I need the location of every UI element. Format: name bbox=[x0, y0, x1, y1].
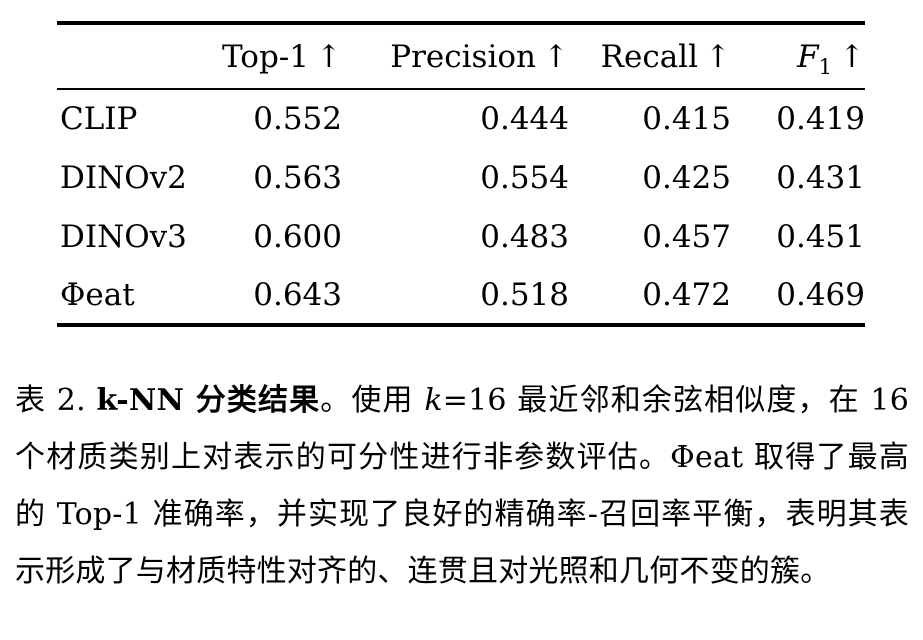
model-name: Φeat bbox=[60, 276, 135, 313]
model-name: CLIP bbox=[60, 101, 138, 137]
table-row: Φeat 0.643 0.518 0.472 0.469 bbox=[57, 266, 865, 325]
column-header-label: Precision bbox=[390, 38, 537, 75]
caption-segment: 。使用 bbox=[320, 383, 425, 418]
table-header-row: Top-1 ↑ Precision ↑ Recall ↑ F1 ↑ bbox=[57, 23, 865, 90]
table-row: DINOv2 0.563 0.554 0.425 0.431 bbox=[57, 148, 865, 207]
metric-value: 0.469 bbox=[776, 276, 865, 313]
metric-value: 0.444 bbox=[480, 101, 569, 137]
metric-value: 0.419 bbox=[776, 101, 865, 137]
metric-value: 0.451 bbox=[776, 218, 865, 255]
table-caption: 表 2. k-NN 分类结果。使用 k=16 最近邻和余弦相似度，在 16 个材… bbox=[15, 372, 909, 600]
metric-value: 0.518 bbox=[480, 276, 569, 313]
metric-value: 0.415 bbox=[642, 101, 731, 137]
up-arrow-icon: ↑ bbox=[839, 38, 865, 75]
metric-value: 0.431 bbox=[776, 159, 865, 196]
caption-segment: k-NN 分类结果 bbox=[96, 383, 321, 418]
results-table-container: Top-1 ↑ Precision ↑ Recall ↑ F1 ↑ CLIP 0.552… bbox=[57, 21, 865, 327]
column-header-f1: F1 ↑ bbox=[731, 23, 865, 90]
column-header-recall: Recall ↑ bbox=[569, 23, 731, 90]
column-header-label: Recall bbox=[600, 38, 699, 75]
table-row: CLIP 0.552 0.444 0.415 0.419 bbox=[57, 89, 865, 148]
metric-value: 0.563 bbox=[253, 159, 342, 196]
column-header-label: F bbox=[797, 38, 819, 75]
results-table: Top-1 ↑ Precision ↑ Recall ↑ F1 ↑ CLIP 0.552… bbox=[57, 21, 865, 327]
metric-value: 0.643 bbox=[253, 276, 342, 313]
column-header-label: Top-1 bbox=[222, 38, 310, 75]
table-row: DINOv3 0.600 0.483 0.457 0.451 bbox=[57, 207, 865, 266]
table-body: CLIP 0.552 0.444 0.415 0.419 DINOv2 0.563 0.… bbox=[57, 89, 865, 325]
model-name: DINOv3 bbox=[60, 218, 187, 255]
column-header-subscript: 1 bbox=[818, 54, 833, 79]
up-arrow-icon: ↑ bbox=[316, 38, 342, 75]
model-name: DINOv2 bbox=[60, 159, 187, 196]
column-header-model bbox=[57, 23, 207, 90]
metric-value: 0.554 bbox=[480, 159, 569, 196]
up-arrow-icon: ↑ bbox=[543, 38, 569, 75]
caption-segment: k bbox=[424, 383, 443, 418]
metric-value: 0.425 bbox=[642, 159, 731, 196]
up-arrow-icon: ↑ bbox=[705, 38, 731, 75]
metric-value: 0.552 bbox=[253, 101, 342, 137]
metric-value: 0.457 bbox=[642, 218, 731, 255]
metric-value: 0.483 bbox=[480, 218, 569, 255]
column-header-precision: Precision ↑ bbox=[342, 23, 569, 90]
caption-segment: 表 2. bbox=[15, 383, 97, 418]
caption-segment: =16 最近邻和余弦相似度，在 16 个材质类别上对表示的可分性进行非参数评估。… bbox=[15, 383, 909, 589]
metric-value: 0.600 bbox=[253, 218, 342, 255]
column-header-top1: Top-1 ↑ bbox=[207, 23, 342, 90]
metric-value: 0.472 bbox=[642, 276, 731, 313]
